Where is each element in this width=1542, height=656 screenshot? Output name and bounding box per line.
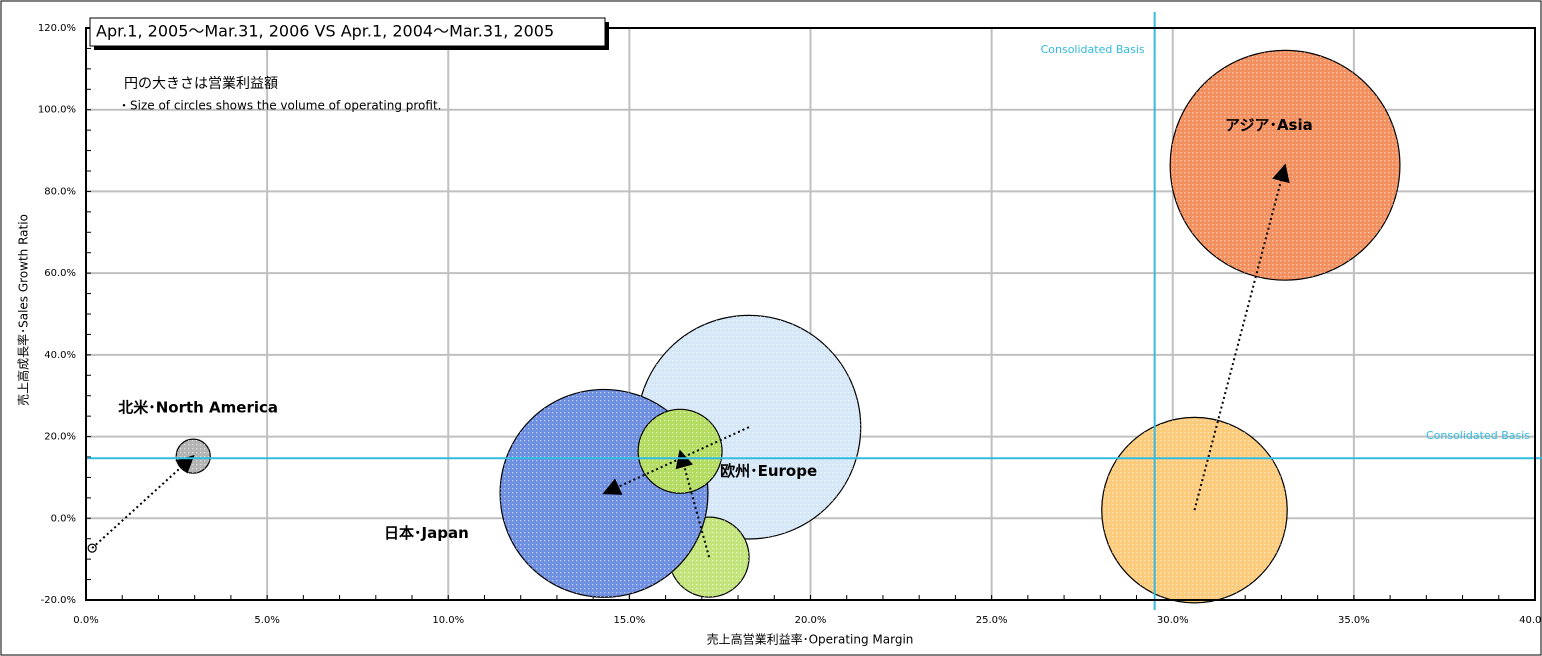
x-tick-label: 0.0% — [73, 615, 98, 626]
y-tick-label: 20.0% — [44, 432, 76, 443]
y-tick-label: 80.0% — [44, 186, 76, 197]
x-axis-title: 売上高営業利益率･Operating Margin — [707, 632, 914, 647]
x-tick-label: 35.0% — [1338, 615, 1370, 626]
x-tick-label: 10.0% — [432, 615, 464, 626]
x-tick-label: 25.0% — [976, 615, 1008, 626]
x-tick-label: 15.0% — [613, 615, 645, 626]
title-box — [89, 17, 606, 47]
chart-title: Apr.1, 2005〜Mar.31, 2006 VS Apr.1, 2004〜… — [96, 22, 554, 41]
y-tick-label: -20.0% — [41, 595, 76, 606]
series-label: 欧州･Europe — [720, 462, 817, 480]
plot-border — [85, 27, 1536, 601]
bubble-texture — [638, 409, 723, 494]
arrow — [675, 449, 711, 558]
y-tick-label: 120.0% — [38, 23, 76, 34]
series-label: 日本･Japan — [384, 524, 469, 542]
x-tick-label: 40.0% — [1519, 615, 1542, 626]
arrow — [602, 426, 750, 495]
series-label: 北米･North America — [118, 399, 278, 417]
note: 円の大きさは営業利益額 — [124, 76, 278, 92]
y-tick-label: 0.0% — [51, 513, 76, 524]
y-tick-label: 60.0% — [44, 268, 76, 279]
series-label: アジア･Asia — [1225, 116, 1313, 134]
reference-label: Consolidated Basis — [1041, 43, 1145, 56]
y-axis-title: 売上高成長率･Sales Growth Ratio — [16, 214, 31, 406]
y-tick-label: 40.0% — [44, 350, 76, 361]
x-tick-label: 5.0% — [254, 615, 279, 626]
x-tick-label: 30.0% — [1157, 615, 1189, 626]
reference-label: Consolidated Basis — [1426, 429, 1530, 442]
y-tick-label: 100.0% — [38, 105, 76, 116]
note: ・Size of circles shows the volume of ope… — [118, 99, 441, 113]
x-tick-label: 20.0% — [795, 615, 827, 626]
